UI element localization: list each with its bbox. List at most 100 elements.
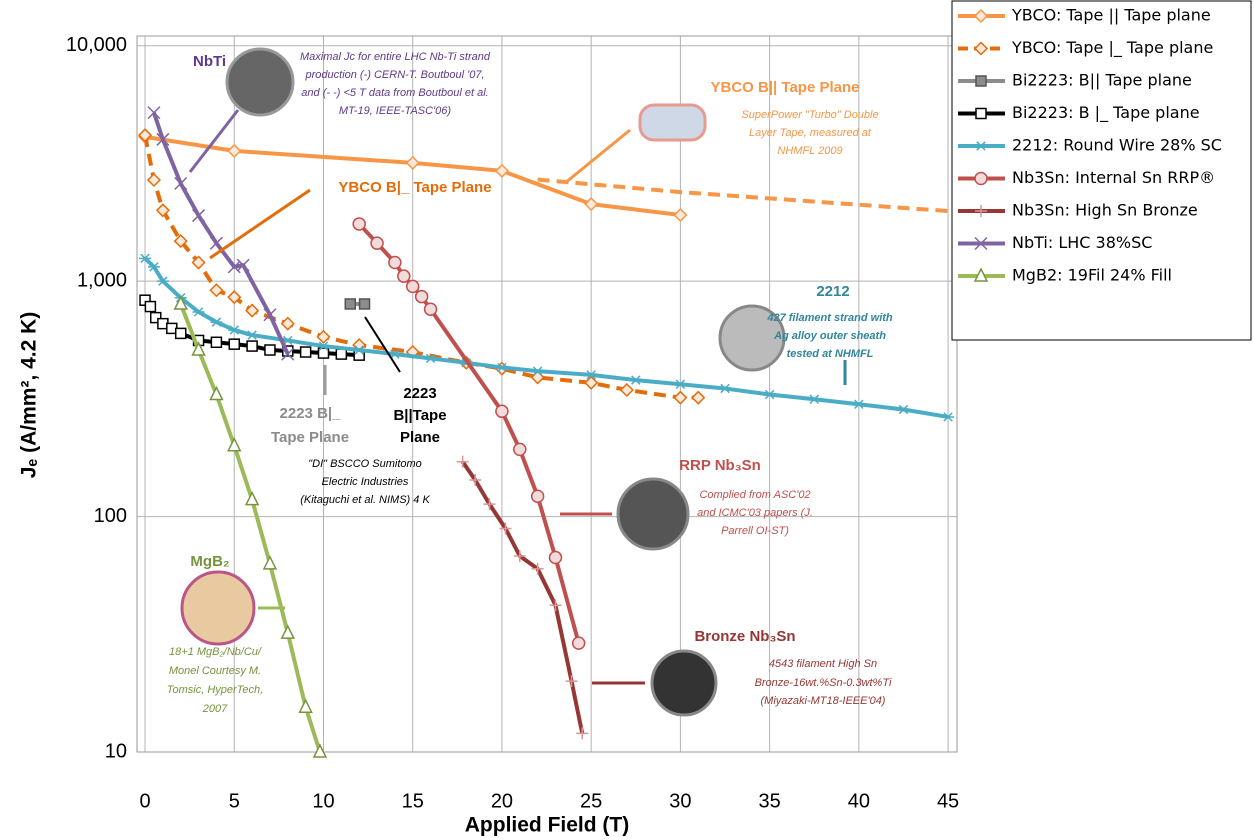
marker [174, 327, 187, 340]
decorations [180, 47, 847, 717]
marker [228, 325, 241, 335]
annotation: Parrell OI-ST) [721, 525, 789, 537]
marker [280, 316, 295, 331]
annotation: NbTi [193, 53, 226, 70]
annotation: NHMFL 2009 [777, 145, 842, 157]
x-tick-label: 15 [402, 790, 424, 812]
marker [246, 330, 259, 340]
legend-label: YBCO: Tape || Tape plane [1011, 6, 1211, 25]
annotation: 2007 [202, 703, 228, 715]
marker [897, 404, 910, 415]
marker [245, 303, 260, 318]
marker [299, 346, 312, 358]
marker [280, 624, 296, 639]
marker [571, 636, 586, 650]
marker [414, 289, 429, 304]
legend-label: Nb3Sn: High Sn Bronze [1012, 201, 1198, 220]
marker [263, 308, 277, 322]
marker [388, 349, 401, 359]
marker [584, 375, 599, 390]
marker [974, 171, 988, 186]
marker [264, 344, 276, 356]
x-tick-label: 10 [312, 790, 334, 812]
marker [317, 341, 330, 351]
marker [549, 599, 562, 612]
marker [973, 267, 989, 282]
annotation: Bronze Nb₃Sn [694, 628, 795, 645]
annotation: tested at NHMFL [787, 348, 874, 360]
marker [191, 255, 206, 270]
annotation: 18+1 MgB₂/Nb/Cu/ [169, 646, 262, 658]
marker [424, 353, 437, 364]
marker [137, 128, 153, 143]
bronze-image [650, 649, 718, 717]
x-axis-label: Applied Field (T) [465, 814, 629, 837]
annotation: (Miyazaki-MT18-IEEE'04) [761, 695, 886, 707]
marker [146, 172, 162, 188]
marker [494, 163, 510, 178]
marker [691, 390, 706, 405]
x-tick-label: 30 [669, 790, 691, 812]
marker [155, 203, 170, 218]
annotation: 2223 B|_ [280, 405, 342, 422]
marker [629, 375, 642, 385]
annotation: Plane [400, 429, 440, 446]
marker [173, 295, 188, 310]
annotation: YBCO B|| Tape Plane [711, 79, 860, 96]
marker [298, 698, 313, 713]
plot [137, 106, 955, 758]
x-tick-label: 20 [491, 790, 513, 812]
marker [530, 489, 545, 504]
marker [584, 197, 599, 212]
annotation: and ICMC'03 papers (J. [697, 507, 813, 519]
marker [210, 317, 223, 327]
marker [469, 474, 482, 487]
marker [192, 307, 205, 317]
ybco-image [638, 103, 707, 142]
annotation: 4543 filament High Sn [769, 658, 877, 670]
legend-label: Nb3Sn: Internal Sn RRP® [1012, 168, 1215, 187]
legend-label: 2212: Round Wire 28% SC [1012, 136, 1222, 155]
marker [973, 8, 989, 24]
marker [236, 258, 250, 272]
annotation: (Kitaguchi et al. NIMS) 4 K [300, 494, 430, 506]
x-tick-label: 0 [139, 790, 150, 812]
legend-label: Bi2223: B|| Tape plane [1012, 71, 1192, 90]
annotation: Complied from ASC'02 [699, 489, 810, 501]
series-line [537, 177, 949, 214]
annotation: Bronze-16wt.%Sn-0.3wt%Ti [755, 677, 892, 689]
marker [576, 727, 589, 740]
marker [358, 298, 371, 310]
marker [352, 217, 366, 231]
marker [585, 370, 598, 380]
legend-label: MgB2: 19Fil 24% Fill [1012, 266, 1172, 285]
marker [244, 490, 260, 506]
marker [975, 107, 987, 120]
annotation: MgB₂ [190, 553, 229, 570]
marker [227, 290, 242, 305]
marker [942, 412, 955, 422]
marker [174, 176, 188, 191]
x-tick-label: 40 [848, 790, 870, 812]
marker [975, 75, 987, 87]
nbti-image [225, 47, 295, 117]
x-tick-label: 45 [937, 790, 959, 812]
arrow [564, 128, 631, 185]
marker [191, 341, 206, 356]
legend-box [951, 0, 1252, 341]
marker [397, 269, 411, 283]
marker [808, 394, 821, 405]
marker [565, 675, 578, 688]
marker [548, 550, 563, 565]
marker [147, 262, 160, 272]
marker [974, 236, 988, 251]
marker [456, 455, 469, 468]
marker [246, 340, 258, 352]
annotation: MT-19, IEEE-TASC'06) [339, 105, 451, 117]
marker [763, 389, 776, 400]
marker [156, 132, 170, 146]
annotation: Tape Plane [271, 429, 349, 446]
annotation: "DI" BSCCO Sumitomo [308, 458, 422, 470]
marker [209, 283, 224, 298]
marker [531, 366, 544, 376]
